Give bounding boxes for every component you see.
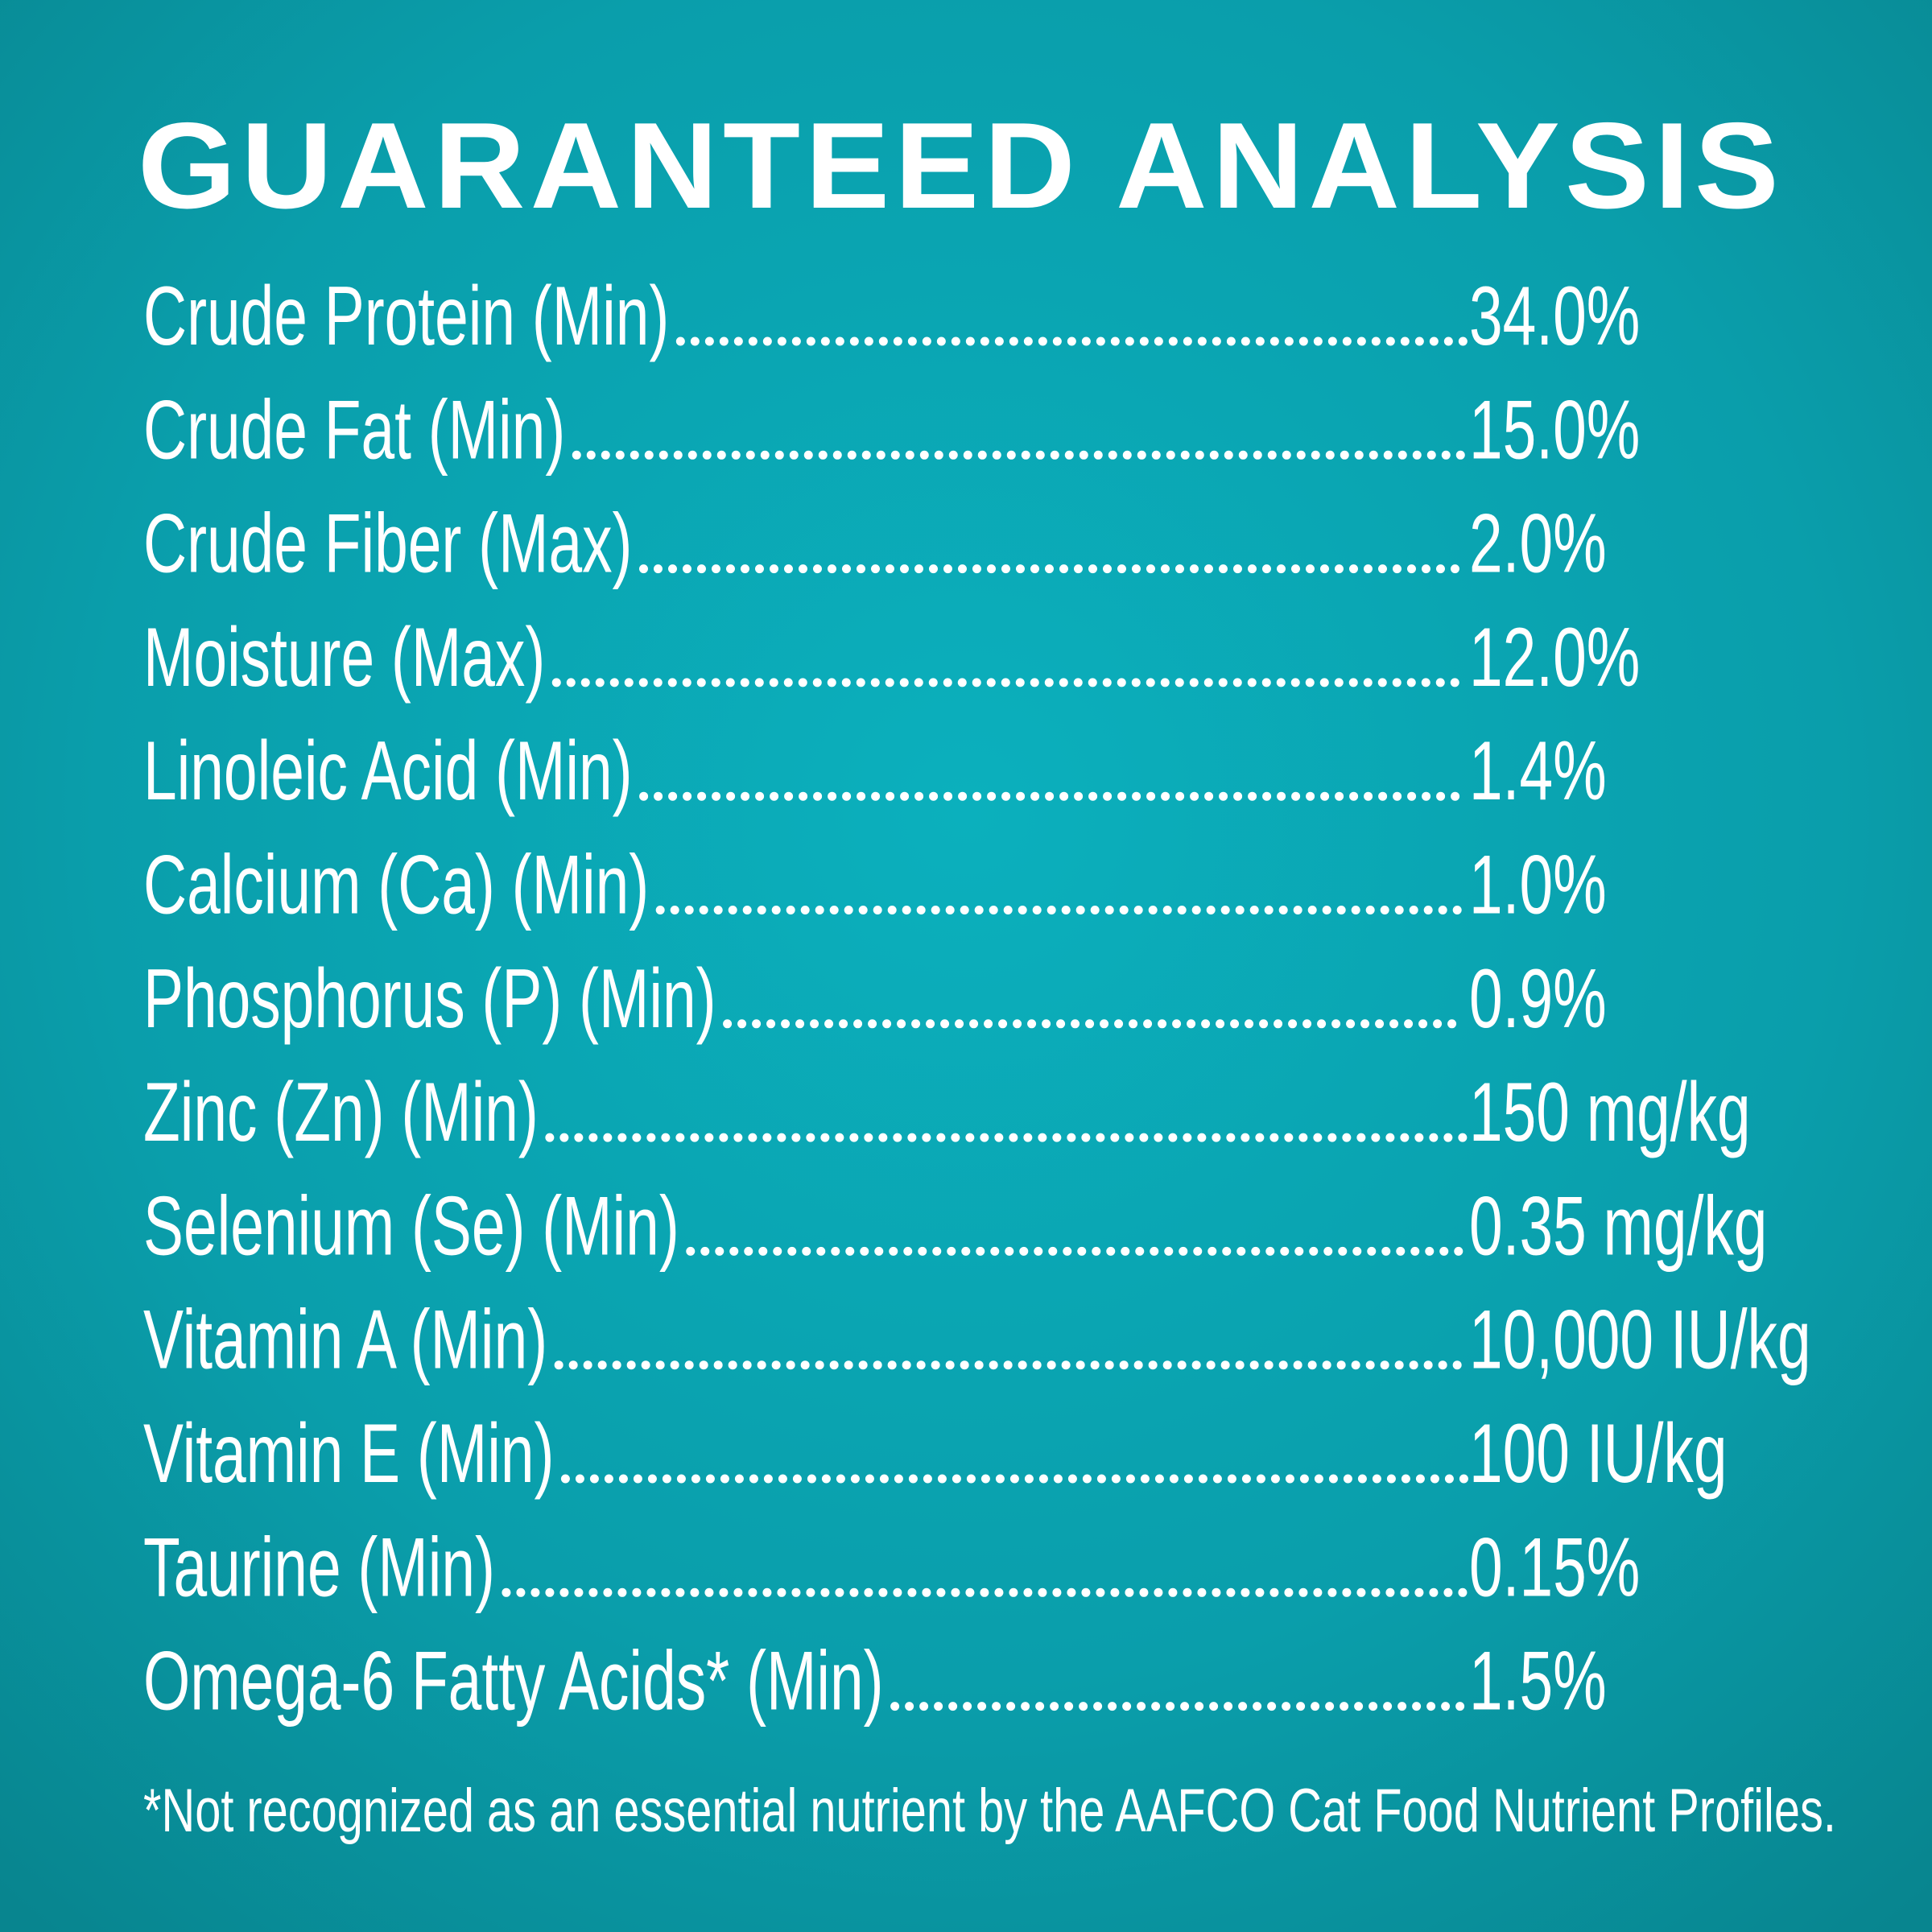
row-value: 0.9% [1469, 952, 1607, 1046]
row-value: 15.0% [1469, 383, 1640, 477]
row-label: Linoleic Acid (Min) [143, 724, 633, 818]
row-label: Calcium (Ca) (Min) [143, 839, 649, 932]
footnote: *Not recognized as an essential nutrient… [143, 1777, 1836, 1845]
row-label: Omega-6 Fatty Acids* (Min) [143, 1635, 884, 1728]
row-value: 34.0% [1469, 270, 1640, 363]
row-value: 10,000 IU/kg [1469, 1294, 1811, 1387]
row-label: Taurine (Min) [143, 1521, 495, 1614]
row-label: Crude Fat (Min) [143, 383, 565, 477]
row-label: Vitamin A (Min) [143, 1294, 547, 1387]
row-value: 12.0% [1469, 611, 1640, 704]
row-value: 0.15% [1469, 1521, 1640, 1614]
title: GUARANTEED ANALYSIS [138, 97, 1784, 234]
row-value: 1.0% [1469, 839, 1607, 932]
row-value: 1.5% [1469, 1635, 1607, 1728]
row-value: 2.0% [1469, 497, 1607, 591]
row-value: 100 IU/kg [1469, 1407, 1728, 1501]
row-label: Vitamin E (Min) [143, 1407, 554, 1501]
row-label: Crude Fiber (Max) [143, 497, 632, 591]
row-label: Moisture (Max) [143, 611, 545, 704]
row-label: Phosphorus (P) (Min) [143, 952, 716, 1046]
row-label: Crude Protein (Min) [143, 270, 669, 363]
row-label: Selenium (Se) (Min) [143, 1179, 679, 1273]
row-value: 150 mg/kg [1469, 1066, 1751, 1159]
row-label: Zinc (Zn) (Min) [143, 1066, 539, 1159]
row-value: 1.4% [1469, 724, 1607, 818]
row-value: 0.35 mg/kg [1469, 1179, 1767, 1273]
